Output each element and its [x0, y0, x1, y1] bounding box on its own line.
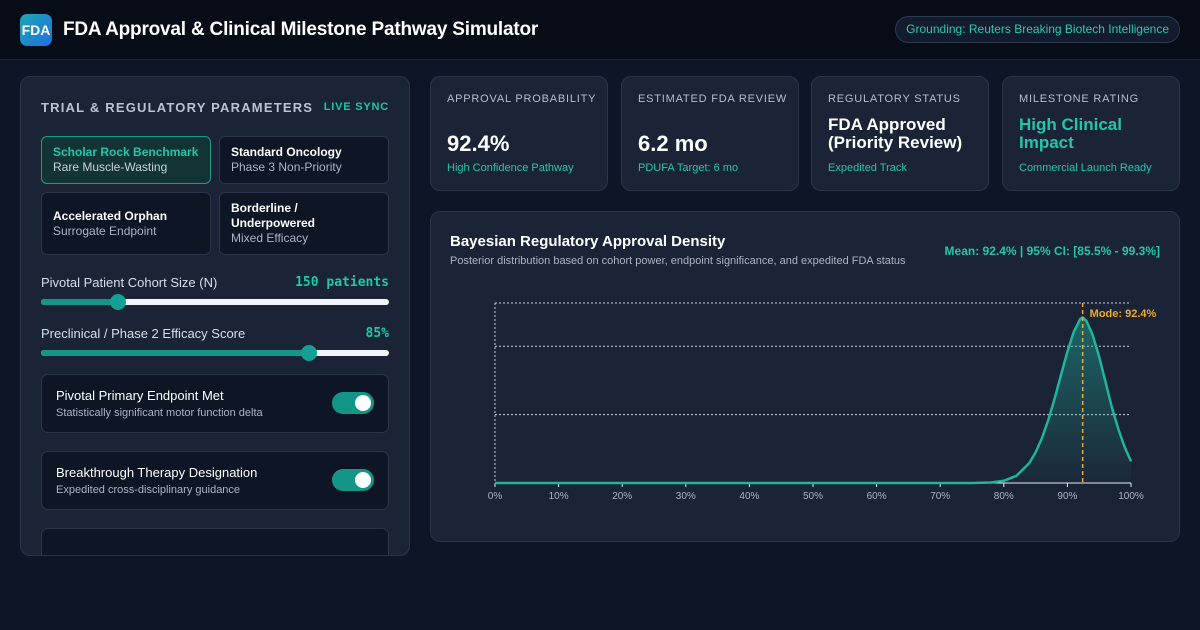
x-tick-label: 20% — [612, 491, 632, 502]
x-tick-label: 60% — [867, 491, 887, 502]
regulatory-status-value: FDA Approved (Priority Review) — [828, 115, 963, 152]
stat-subtext: Expedited Track — [828, 162, 907, 174]
top-bar: FDA FDA Approval & Clinical Milestone Pa… — [0, 0, 1200, 60]
efficacy-score-slider[interactable] — [41, 345, 389, 361]
efficacy-score-label: Preclinical / Phase 2 Efficacy Score — [41, 326, 246, 341]
stat-label: Approval Probability — [447, 93, 597, 105]
slider-fill — [41, 299, 118, 305]
x-tick-label: 40% — [739, 491, 759, 502]
fda-review-value: 6.2 mo — [638, 131, 708, 156]
toggle-subtitle: Expedited cross-disciplinary guidance — [56, 484, 241, 496]
breakthrough-therapy-toggle[interactable] — [332, 469, 374, 491]
stat-subtext: Commercial Launch Ready — [1019, 162, 1152, 174]
additional-toggle-card — [41, 528, 389, 555]
preset-title: Scholar Rock Benchmark — [53, 145, 199, 159]
mode-label: Mode: 92.4% — [1090, 308, 1157, 320]
preset-title: Accelerated Orphan — [53, 208, 168, 223]
density-area — [495, 317, 1131, 483]
preset-scholar-rock[interactable]: Scholar Rock Benchmark Rare Muscle-Wasti… — [41, 136, 211, 184]
primary-endpoint-toggle-card: Pivotal Primary Endpoint Met Statistical… — [41, 374, 389, 433]
x-tick-label: 80% — [994, 491, 1014, 502]
x-tick-label: 10% — [549, 491, 569, 502]
panel-title: TRIAL & REGULATORY PARAMETERS — [41, 100, 314, 115]
slider-fill — [41, 350, 309, 356]
preset-subtitle: Phase 3 Non-Priority — [231, 160, 342, 174]
efficacy-score-value: 85% — [365, 326, 389, 341]
approval-probability-value: 92.4% — [447, 131, 510, 156]
slider-thumb[interactable] — [300, 345, 317, 361]
density-chart: 0% 10% 20% 30% 40% 50% 60% 70% 80% 90% 100% Mode: 9… — [488, 302, 1157, 502]
x-tick-label: 0% — [488, 491, 503, 502]
x-tick-label: 100% — [1118, 491, 1144, 502]
stat-label: Estimated FDA Review — [638, 93, 788, 105]
live-sync-badge: LIVE SYNC — [323, 101, 389, 113]
toggle-title: Pivotal Primary Endpoint Met — [56, 388, 224, 403]
parameters-panel: TRIAL & REGULATORY PARAMETERS LIVE SYNC … — [20, 76, 410, 556]
fda-review-card: Estimated FDA Review 6.2 mo PDUFA Target… — [621, 76, 799, 191]
breakthrough-therapy-toggle-card: Breakthrough Therapy Designation Expedit… — [41, 451, 389, 510]
preset-subtitle: Mixed Efficacy — [231, 231, 309, 245]
fda-logo: FDA — [20, 14, 52, 46]
density-curve — [495, 316, 1133, 485]
x-tick-label: 90% — [1057, 491, 1077, 502]
stat-label: Milestone Rating — [1019, 93, 1139, 105]
grounding-badge: Grounding: Reuters Breaking Biotech Inte… — [895, 16, 1180, 43]
toggle-title: Breakthrough Therapy Designation — [56, 465, 258, 480]
preset-title: Standard Oncology — [231, 145, 342, 159]
primary-endpoint-toggle[interactable] — [332, 392, 374, 414]
stat-label: Regulatory Status — [828, 93, 961, 105]
cohort-size-value: 150 patients — [295, 275, 389, 290]
preset-accelerated-orphan[interactable]: Accelerated Orphan Surrogate Endpoint — [41, 192, 211, 255]
chart-subtitle: Posterior distribution based on cohort p… — [450, 255, 906, 267]
cohort-size-label: Pivotal Patient Cohort Size (N) — [41, 275, 218, 290]
stat-subtext: High Confidence Pathway — [447, 162, 574, 174]
toggle-knob — [355, 395, 371, 411]
toggle-knob — [355, 472, 371, 488]
x-tick-label: 30% — [676, 491, 696, 502]
chart-title: Bayesian Regulatory Approval Density — [450, 233, 726, 250]
preset-title: Borderline / Underpowered — [231, 201, 316, 230]
chart-summary-stats: Mean: 92.4% | 95% CI: [85.5% - 99.3%] — [944, 244, 1160, 258]
milestone-rating-value: High Clinical Impact — [1019, 115, 1122, 152]
stat-subtext: PDUFA Target: 6 mo — [638, 162, 739, 174]
cohort-size-slider[interactable] — [41, 294, 389, 310]
preset-borderline[interactable]: Borderline / Underpowered Mixed Efficacy — [219, 192, 389, 255]
approval-probability-card: Approval Probability 92.4% High Confiden… — [430, 76, 608, 191]
regulatory-status-card: Regulatory Status FDA Approved (Priority… — [811, 76, 989, 191]
preset-subtitle: Rare Muscle-Wasting — [53, 160, 168, 174]
milestone-rating-card: Milestone Rating High Clinical Impact Co… — [1002, 76, 1180, 191]
preset-standard-oncology[interactable]: Standard Oncology Phase 3 Non-Priority — [219, 136, 389, 184]
x-tick-label: 70% — [930, 491, 950, 502]
x-tick-label: 50% — [803, 491, 823, 502]
app-title: FDA Approval & Clinical Milestone Pathwa… — [63, 19, 539, 40]
density-chart-card: 0% 10% 20% 30% 40% 50% 60% 70% 80% 90% 100% Mode: 9… — [430, 211, 1180, 542]
slider-thumb[interactable] — [109, 294, 126, 310]
toggle-subtitle: Statistically significant motor function… — [56, 407, 263, 419]
preset-subtitle: Surrogate Endpoint — [53, 223, 157, 238]
